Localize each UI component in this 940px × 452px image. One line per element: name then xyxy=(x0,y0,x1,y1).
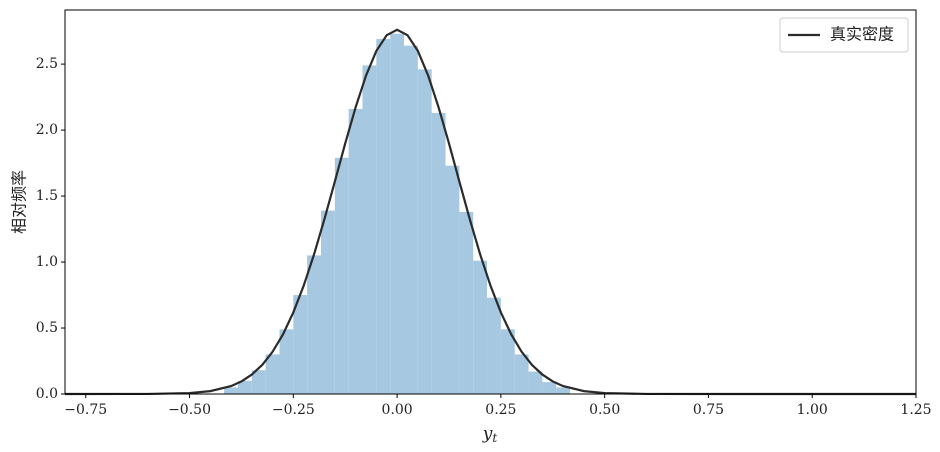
x-label-sub: t xyxy=(492,431,497,445)
histogram-bar xyxy=(237,380,252,394)
axes-frame xyxy=(64,9,917,395)
y-tick-label: 0.5 xyxy=(36,320,58,336)
histogram-bar xyxy=(321,210,335,394)
y-tick-label: 1.5 xyxy=(36,188,58,204)
histogram-bar xyxy=(514,354,529,394)
histogram-bar xyxy=(556,387,571,394)
x-label-main: y xyxy=(482,424,493,444)
y-tick-label: 2.0 xyxy=(36,122,58,138)
histogram-bar xyxy=(334,157,349,394)
x-tick-label: 0.25 xyxy=(485,402,516,418)
histogram-bar xyxy=(224,387,238,394)
histogram-bar xyxy=(459,211,474,394)
x-tick-label: 0.50 xyxy=(589,402,620,418)
histogram-bar xyxy=(500,329,515,394)
y-tick-label: 1.0 xyxy=(36,254,58,270)
x-axis-label: yt xyxy=(482,424,498,445)
y-axis-label: 相对频率 xyxy=(10,170,29,234)
histogram-bar xyxy=(404,45,418,394)
histogram-bar xyxy=(445,165,460,394)
histogram-bar xyxy=(528,371,543,394)
histogram-bar xyxy=(293,295,308,394)
histogram-bar xyxy=(473,260,488,394)
x-tick-label: 0.00 xyxy=(382,402,413,418)
histogram-bar xyxy=(362,65,377,395)
x-tick-label: 1.25 xyxy=(900,402,931,418)
histogram-bar xyxy=(348,108,363,395)
histogram-bar xyxy=(431,112,446,395)
x-tick-label: −0.50 xyxy=(168,402,211,418)
legend-label: 真实密度 xyxy=(830,25,894,44)
y-tick-label: 2.5 xyxy=(36,56,58,72)
histogram-bar xyxy=(307,255,322,394)
histogram-bar xyxy=(487,297,501,394)
histogram-bar xyxy=(265,354,280,394)
histogram-bar xyxy=(376,39,391,394)
legend-box xyxy=(779,17,909,53)
histogram-bar xyxy=(417,69,432,395)
histogram-bar xyxy=(251,370,266,394)
x-tick-label: 0.75 xyxy=(693,402,724,418)
x-tick-label: −0.25 xyxy=(272,402,315,418)
histogram-bar xyxy=(390,33,405,395)
histogram-bar xyxy=(542,382,557,394)
density-line xyxy=(64,28,916,396)
histogram-bar xyxy=(279,329,294,394)
x-tick-label: −0.75 xyxy=(64,402,107,418)
y-tick-label: 0.0 xyxy=(36,386,58,402)
x-tick-label: 1.00 xyxy=(797,402,828,418)
